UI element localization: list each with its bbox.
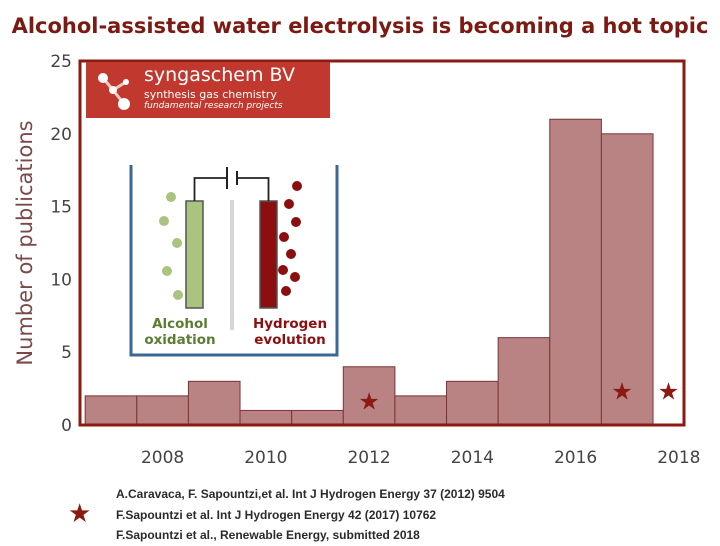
references-list: A.Caravaca, F. Sapountzi,et al. Int J Hy…: [116, 484, 505, 546]
bar-0: [84, 395, 138, 426]
bar-8: [497, 337, 551, 426]
bubble: [279, 232, 289, 242]
bubble: [162, 266, 172, 276]
y-ticks: 0 5 10 15 20 25: [50, 52, 72, 436]
y-tick-label: 25: [50, 52, 72, 72]
electrolysis-inset: [129, 165, 339, 357]
x-tick-label: 2010: [244, 448, 287, 468]
x-ticks: 2008 2010 2012 2014 2016 2018: [141, 448, 701, 468]
plot-frame: [78, 59, 686, 427]
cathode-electrode: [259, 200, 278, 309]
bar-4: [291, 409, 344, 426]
y-axis-label: Number of publications: [13, 120, 37, 365]
x-tick-label: 2014: [451, 448, 494, 468]
reference-item: F.Sapountzi et al., Renewable Energy, su…: [116, 528, 420, 542]
bubble: [291, 217, 301, 227]
star-marker: ★: [611, 378, 633, 406]
alcohol-oxidation-label-line1: Alcohol: [152, 316, 208, 332]
page-title: Alcohol-assisted water electrolysis is b…: [11, 14, 709, 38]
reference-item: F.Sapountzi et al. Int J Hydrogen Energy…: [116, 507, 437, 522]
bubble: [281, 286, 291, 296]
bar-9: [549, 118, 602, 426]
alcohol-oxidation-label: Alcohol oxidation: [140, 316, 220, 348]
markers-layer: ★ ★ ★: [358, 378, 679, 416]
wire-right: [237, 177, 270, 201]
star-marker: ★: [658, 378, 680, 406]
y-tick-label: 5: [61, 343, 72, 363]
bubble: [173, 290, 183, 300]
molecule-logo-icon: [98, 73, 130, 110]
reference-star-icon: ★: [68, 499, 92, 529]
hydrogen-evolution-label: Hydrogen evolution: [248, 316, 332, 348]
logo-name: syngaschem BV: [144, 64, 295, 86]
bar-6: [394, 395, 448, 426]
bubble: [286, 249, 296, 259]
y-tick-label: 15: [50, 198, 72, 218]
y-tick-label: 0: [61, 416, 72, 436]
hydrogen-evolution-label-line1: Hydrogen: [252, 316, 328, 332]
bar-2: [187, 380, 241, 426]
cell-container: [129, 165, 339, 357]
reference-item: A.Caravaca, F. Sapountzi,et al. Int J Hy…: [116, 487, 505, 501]
bubble: [292, 181, 302, 191]
bubble: [284, 199, 294, 209]
bubble: [290, 272, 300, 282]
wire-left: [193, 177, 227, 201]
logo-tagline: synthesis gas chemistry: [144, 88, 277, 101]
hydrogen-bubbles: [278, 181, 302, 296]
x-tick-label: 2016: [554, 448, 597, 468]
alcohol-bubbles: [159, 192, 183, 300]
bar-10: [600, 133, 654, 426]
logo-subtagline: fundamental research projects: [144, 101, 283, 111]
syngaschem-logo: syngaschem BV synthesis gas chemistry fu…: [86, 62, 330, 118]
alcohol-oxidation-label-line2: oxidation: [144, 332, 216, 348]
bubble: [159, 216, 169, 226]
hydrogen-evolution-label-line2: evolution: [254, 332, 326, 348]
star-marker: ★: [358, 388, 380, 416]
bar-3: [239, 409, 293, 426]
bubble: [172, 238, 182, 248]
x-tick-label: 2008: [141, 448, 184, 468]
y-tick-label: 20: [50, 125, 72, 145]
bubble: [278, 265, 288, 275]
bar-7: [446, 380, 499, 426]
x-tick-label: 2012: [347, 448, 390, 468]
x-tick-label: 2018: [657, 448, 700, 468]
anode-electrode: [185, 200, 204, 309]
bar-1: [136, 395, 189, 426]
bars-layer: [84, 118, 654, 426]
bubble: [166, 192, 176, 202]
y-tick-label: 10: [50, 270, 72, 290]
